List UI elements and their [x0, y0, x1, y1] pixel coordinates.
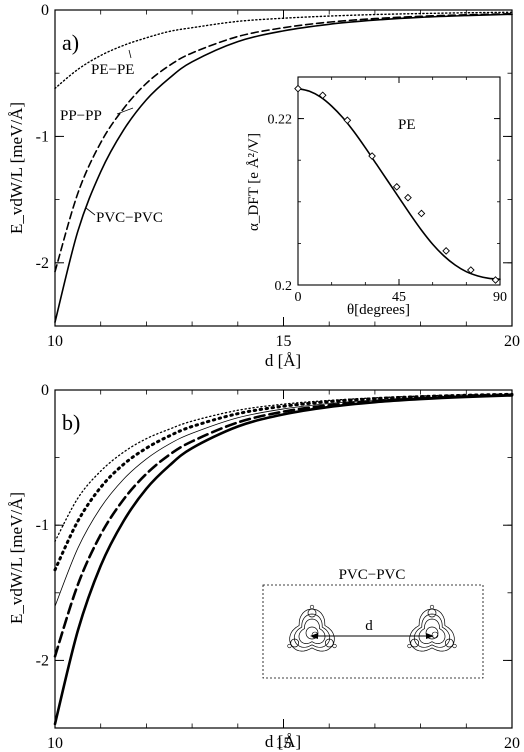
molecule-atom	[309, 604, 315, 610]
molecule-atom	[287, 643, 292, 649]
inset-frame	[297, 76, 501, 286]
molecule-atom	[429, 604, 435, 610]
molecule-atom	[332, 643, 337, 649]
panel-a-series-line-2	[54, 12, 513, 273]
molecule-contour	[298, 618, 326, 644]
schematic-title: PVC−PVC	[339, 567, 406, 583]
inset-annotation-pe: PE	[398, 117, 416, 133]
panel-b-label: b)	[62, 410, 80, 435]
molecule-left	[287, 604, 337, 652]
molecule-contour	[413, 613, 451, 648]
label-pe-pe: PE−PE	[91, 62, 134, 78]
inset-marker	[404, 193, 412, 202]
panel-b-tick-labels: 10 15 20 0 -1 -2	[36, 382, 520, 752]
molecule-core-inner	[431, 631, 439, 639]
panel-b-xtick-label: 10	[47, 735, 63, 752]
distance-arrowhead-right	[426, 633, 434, 639]
panel-b: 10 15 20 0 -1 -2 b) d [Å] E_vdW/L [meV/Å] PVC…	[7, 382, 520, 752]
inset-xtick-label: 0	[295, 290, 302, 305]
molecule-contour	[409, 608, 455, 652]
panel-a-series	[54, 11, 513, 324]
panel-a-tick-labels: 10 15 20 0 -1 -2	[36, 2, 520, 350]
molecule-contour	[418, 618, 446, 644]
inset-xtick-label: 45	[392, 290, 406, 305]
inset-marker	[442, 247, 450, 255]
panel-a-ticks	[54, 9, 513, 327]
panel-b-series-line-2	[53, 392, 514, 572]
inset-series-line-1	[297, 87, 501, 280]
molecule-atom-contour	[410, 638, 420, 648]
inset-ytick-label: 0.22	[268, 113, 293, 128]
panel-b-xlabel: d [Å]	[265, 732, 301, 751]
molecule-atom-contour	[324, 638, 334, 648]
molecule-contour	[293, 613, 331, 648]
inset-marker	[368, 152, 376, 160]
inset-series	[294, 84, 501, 284]
panel-a-xlabel: d [Å]	[265, 351, 301, 370]
inset-xlabel: θ[degrees]	[347, 302, 410, 318]
inset-ticks	[297, 76, 501, 286]
inset-plot: 0 45 90 0.2 0.22 PE θ[degrees] α_DFT [e Å²/V…	[246, 76, 508, 318]
panel-a: 10 15 20 0 -1 -2 a) d [Å] E_vdW/L [meV/Å] PE−…	[7, 2, 520, 370]
label-pe-pe-pointer	[128, 49, 132, 59]
panel-a-xtick-label: 15	[276, 333, 292, 350]
panel-b-ylabel: E_vdW/L [meV/Å]	[7, 492, 26, 624]
panel-b-xtick-label: 20	[504, 735, 520, 752]
panel-a-label: a)	[62, 30, 79, 55]
panel-a-ylabel: E_vdW/L [meV/Å]	[7, 102, 26, 234]
inset-ylabel: α_DFT [e Å²/V]	[246, 133, 262, 231]
schematic-frame	[262, 584, 484, 679]
inset-marker	[417, 209, 426, 218]
inset-marker	[392, 182, 401, 191]
inset-marker	[294, 84, 302, 93]
molecule-atom-contour	[290, 638, 300, 648]
inset-xtick-label: 90	[493, 290, 507, 305]
panel-a-xtick-label: 10	[47, 333, 63, 350]
panel-a-ytick-label: -2	[36, 255, 49, 272]
label-pvc-pvc-pointer	[85, 207, 96, 216]
inset-marker	[318, 91, 327, 100]
molecule-right	[407, 604, 457, 652]
panel-a-ytick-label: -1	[36, 128, 49, 145]
panel-b-ytick-label: -1	[36, 517, 49, 534]
panel-b-xtick-label: 15	[276, 735, 292, 752]
label-pvc-pvc: PVC−PVC	[96, 210, 163, 226]
distance-arrowhead-left	[310, 633, 318, 639]
panel-a-series-line-1	[54, 11, 513, 90]
molecule-schematic: PVC−PVC d	[262, 567, 484, 679]
molecule-atom-contour	[444, 638, 454, 648]
inset-marker	[343, 116, 352, 125]
panel-a-ytick-label: 0	[41, 2, 49, 19]
panel-b-ytick-label: -2	[36, 652, 49, 669]
panel-b-series	[53, 392, 514, 726]
label-pp-pp-pointer	[116, 107, 134, 115]
distance-label: d	[365, 618, 373, 634]
panel-b-series-line-5	[53, 394, 514, 726]
inset-marker	[491, 276, 500, 284]
inset-marker	[466, 266, 475, 274]
molecule-atom	[452, 643, 457, 649]
panel-b-series-line-4	[53, 393, 514, 658]
inset-ytick-label: 0.2	[275, 279, 293, 294]
panel-a-series-line-3	[54, 13, 513, 324]
molecule-contour	[289, 608, 335, 652]
panel-a-xtick-label: 20	[504, 333, 520, 350]
panel-b-ytick-label: 0	[41, 382, 49, 399]
panel-b-series-line-3	[54, 394, 513, 607]
inset-tick-labels: 0 45 90 0.2 0.22	[268, 113, 508, 305]
label-pp-pp: PP−PP	[60, 108, 102, 124]
molecule-atom	[407, 643, 412, 649]
